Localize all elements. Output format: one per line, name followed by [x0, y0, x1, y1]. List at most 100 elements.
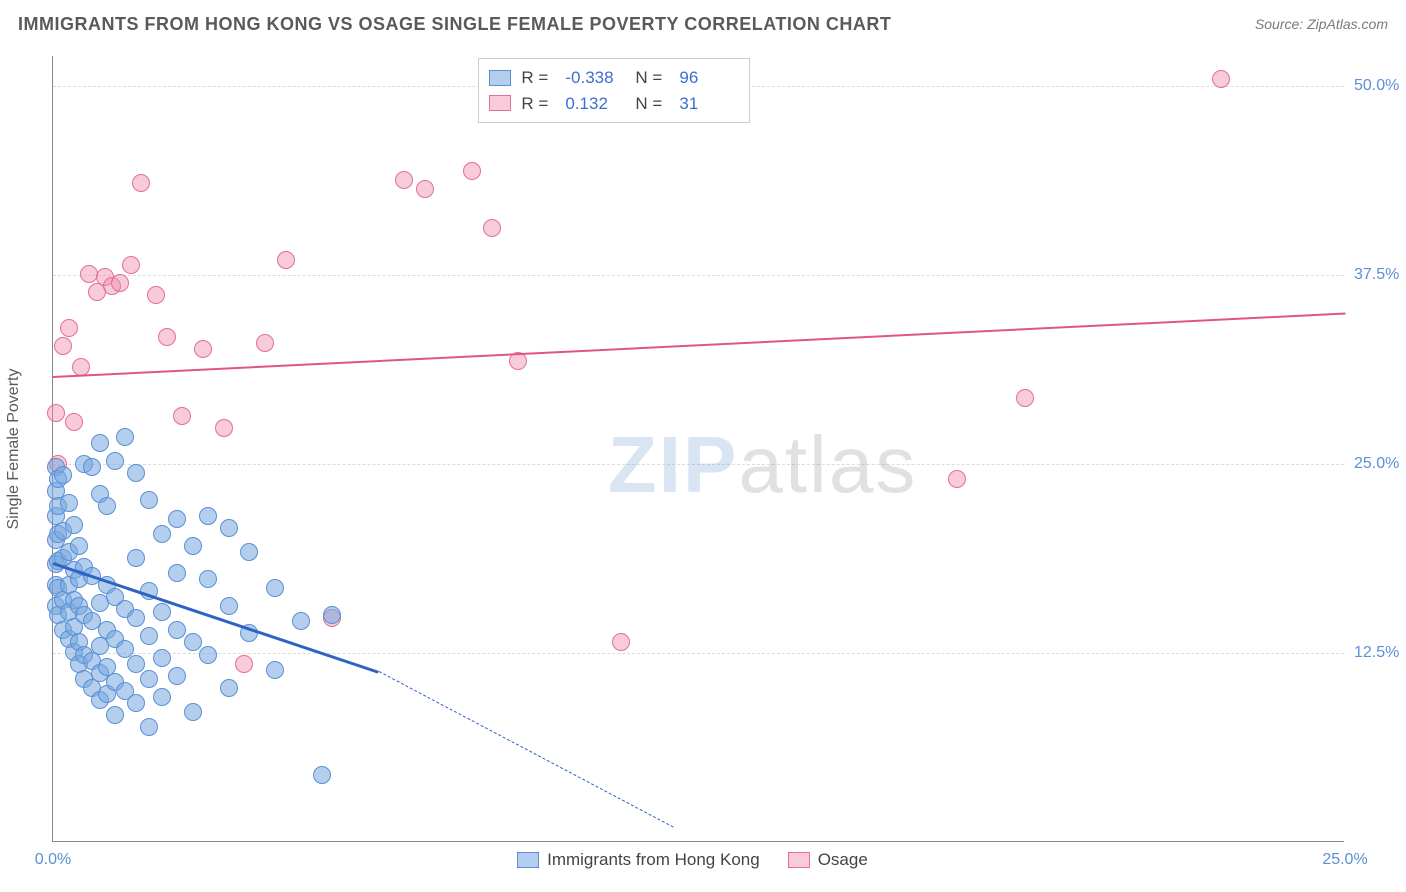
data-point	[70, 537, 88, 555]
data-point	[168, 667, 186, 685]
data-point	[127, 549, 145, 567]
data-point	[184, 703, 202, 721]
n-value-hk: 96	[679, 65, 739, 91]
data-point	[292, 612, 310, 630]
data-point	[153, 649, 171, 667]
data-point	[98, 497, 116, 515]
data-point	[948, 470, 966, 488]
plot-area: 12.5%25.0%37.5%50.0%0.0%25.0%	[52, 56, 1344, 842]
data-point	[483, 219, 501, 237]
source-name: ZipAtlas.com	[1307, 16, 1388, 32]
data-point	[127, 694, 145, 712]
series-legend: Immigrants from Hong Kong Osage	[517, 850, 868, 870]
data-point	[158, 328, 176, 346]
data-point	[132, 174, 150, 192]
data-point	[1212, 70, 1230, 88]
data-point	[266, 579, 284, 597]
data-point	[140, 627, 158, 645]
data-point	[122, 256, 140, 274]
legend-row-hk: R = -0.338 N = 96	[489, 65, 739, 91]
data-point	[240, 543, 258, 561]
n-value-osage: 31	[679, 91, 739, 117]
data-point	[60, 494, 78, 512]
gridline	[53, 653, 1344, 654]
data-point	[277, 251, 295, 269]
source-credit: Source: ZipAtlas.com	[1255, 16, 1388, 32]
data-point	[111, 274, 129, 292]
data-point	[199, 646, 217, 664]
legend-item-hk: Immigrants from Hong Kong	[517, 850, 760, 870]
gridline	[53, 464, 1344, 465]
swatch-hk-icon	[517, 852, 539, 868]
r-value-hk: -0.338	[565, 65, 625, 91]
data-point	[153, 603, 171, 621]
data-point	[127, 609, 145, 627]
data-point	[153, 525, 171, 543]
data-point	[54, 337, 72, 355]
correlation-legend: R = -0.338 N = 96 R = 0.132 N = 31	[478, 58, 750, 123]
gridline	[53, 275, 1344, 276]
legend-label-osage: Osage	[818, 850, 868, 870]
data-point	[612, 633, 630, 651]
source-prefix: Source:	[1255, 16, 1307, 32]
data-point	[60, 319, 78, 337]
data-point	[65, 413, 83, 431]
data-point	[140, 718, 158, 736]
legend-row-osage: R = 0.132 N = 31	[489, 91, 739, 117]
data-point	[1016, 389, 1034, 407]
legend-item-osage: Osage	[788, 850, 868, 870]
swatch-osage-icon	[788, 852, 810, 868]
y-tick-label: 25.0%	[1354, 455, 1406, 473]
legend-label-hk: Immigrants from Hong Kong	[547, 850, 760, 870]
data-point	[313, 766, 331, 784]
data-point	[83, 458, 101, 476]
data-point	[65, 516, 83, 534]
y-tick-label: 50.0%	[1354, 77, 1406, 95]
data-point	[215, 419, 233, 437]
data-point	[147, 286, 165, 304]
chart-title: IMMIGRANTS FROM HONG KONG VS OSAGE SINGL…	[18, 14, 891, 35]
data-point	[184, 537, 202, 555]
y-axis-label: Single Female Poverty	[5, 369, 23, 530]
data-point	[127, 655, 145, 673]
data-point	[153, 688, 171, 706]
data-point	[173, 407, 191, 425]
n-label: N =	[635, 91, 669, 117]
data-point	[106, 706, 124, 724]
data-point	[323, 606, 341, 624]
data-point	[395, 171, 413, 189]
data-point	[168, 510, 186, 528]
data-point	[256, 334, 274, 352]
data-point	[140, 491, 158, 509]
r-label: R =	[521, 65, 555, 91]
data-point	[220, 679, 238, 697]
data-point	[116, 428, 134, 446]
data-point	[184, 633, 202, 651]
data-point	[127, 464, 145, 482]
data-point	[199, 570, 217, 588]
data-point	[91, 434, 109, 452]
trend-line	[378, 671, 673, 828]
swatch-hk-icon	[489, 70, 511, 86]
x-tick-label: 0.0%	[35, 851, 71, 869]
swatch-osage-icon	[489, 95, 511, 111]
data-point	[220, 597, 238, 615]
data-point	[220, 519, 238, 537]
chart-header: IMMIGRANTS FROM HONG KONG VS OSAGE SINGL…	[0, 0, 1406, 48]
data-point	[106, 452, 124, 470]
n-label: N =	[635, 65, 669, 91]
data-point	[168, 621, 186, 639]
data-point	[168, 564, 186, 582]
y-tick-label: 12.5%	[1354, 644, 1406, 662]
data-point	[194, 340, 212, 358]
data-point	[47, 404, 65, 422]
data-point	[199, 507, 217, 525]
y-tick-label: 37.5%	[1354, 266, 1406, 284]
r-value-osage: 0.132	[565, 91, 625, 117]
x-tick-label: 25.0%	[1322, 851, 1367, 869]
r-label: R =	[521, 91, 555, 117]
data-point	[463, 162, 481, 180]
data-point	[235, 655, 253, 673]
trend-line	[53, 313, 1345, 378]
data-point	[140, 670, 158, 688]
